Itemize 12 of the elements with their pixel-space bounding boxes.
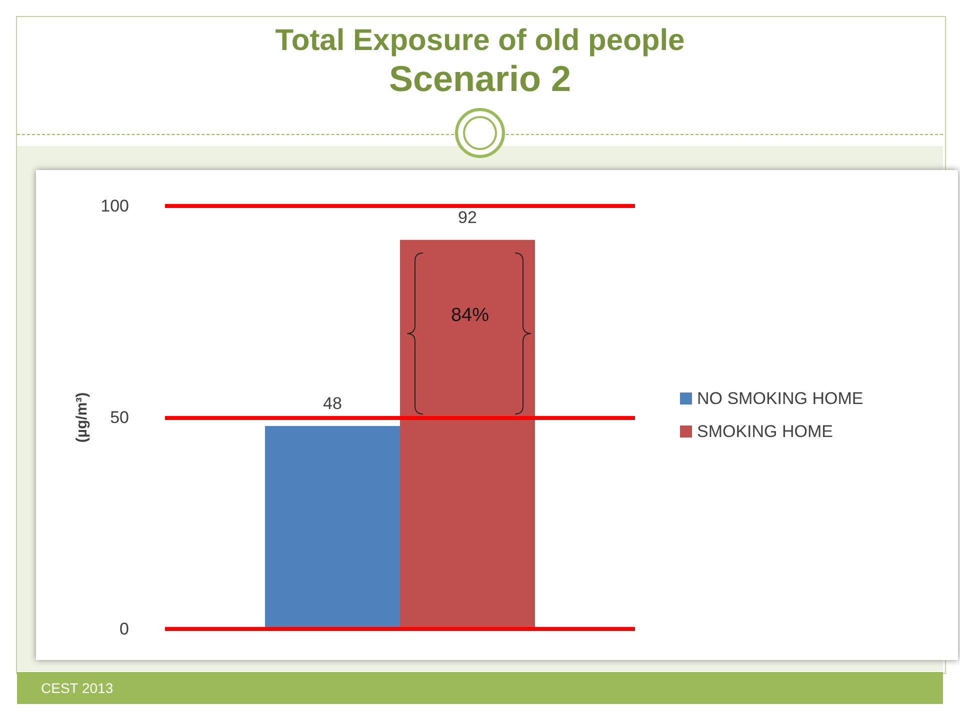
- text: CEST 2013: [41, 680, 114, 696]
- legend-label: SMOKING HOME: [697, 422, 834, 441]
- y-tick-label: 100: [100, 196, 129, 216]
- data-label: 48: [323, 394, 342, 413]
- y-tick-label: 50: [110, 408, 129, 427]
- y-tick-label: 0: [120, 620, 129, 638]
- chart-title: Total Exposure of old people: [274, 24, 686, 58]
- legend-label: NO SMOKING HOME: [697, 389, 864, 408]
- y-axis-title: (µg/m³): [74, 392, 91, 443]
- data-label: 92: [458, 208, 477, 227]
- annotation: 84%: [450, 305, 490, 327]
- chart-subtitle: Scenario 2: [388, 58, 572, 100]
